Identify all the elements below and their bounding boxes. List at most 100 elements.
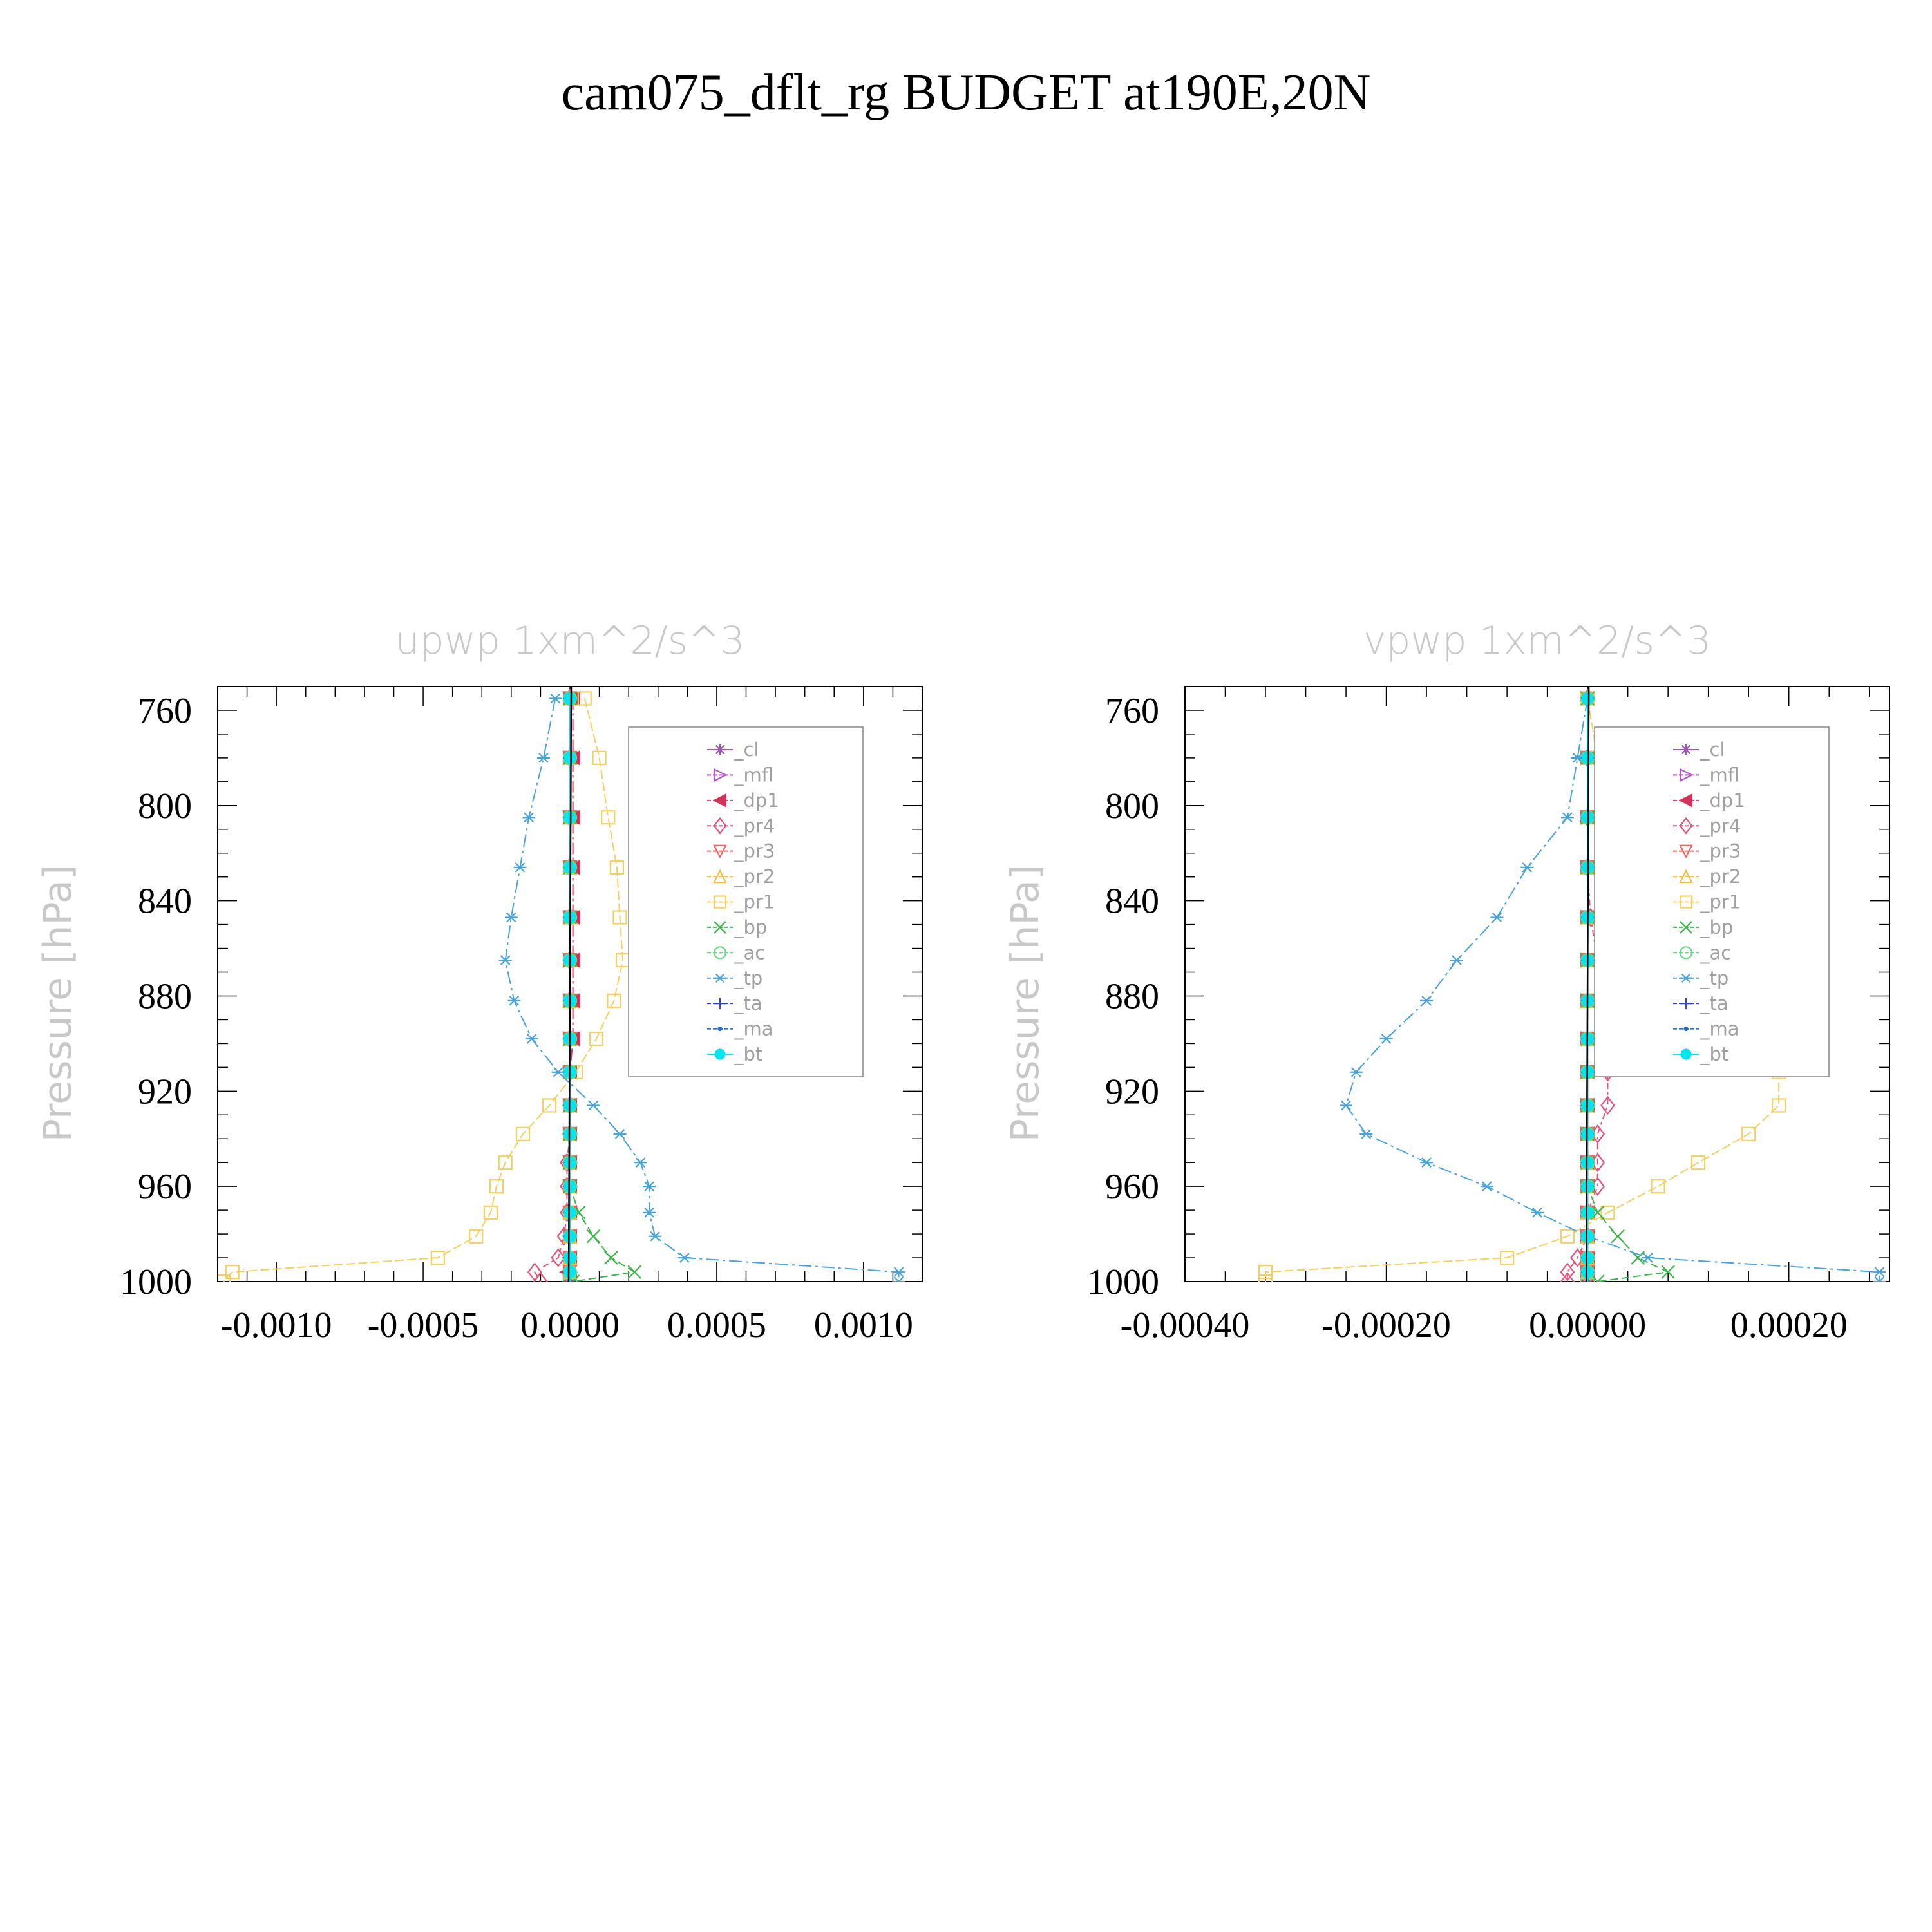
legend-marker [714,921,726,934]
legend-marker [1679,768,1694,782]
panel-title: upwp 1xm^2/s^3 [395,618,745,663]
legend-marker [1679,946,1693,960]
legend-label: _cl [1700,739,1725,761]
data-point [1258,1274,1273,1282]
legend-box [1594,726,1830,1077]
data-point [577,691,592,706]
legend-marker [713,817,727,835]
data-point [225,1265,240,1280]
legend: _cl _mfl _dp1 _pr4 _pr3 _pr2 _pr1 _bp _ac _tp _ta _… [628,726,864,1077]
y-tick-label: 960 [138,1167,192,1207]
legend-label: _pr1 [1700,891,1741,913]
y-tick-label: 960 [1105,1167,1159,1207]
legend-marker [1679,817,1693,835]
data-point [1581,1251,1594,1264]
y-tick-label: 760 [1105,691,1159,731]
y-tick-label: 800 [1105,786,1159,826]
data-point [1590,1274,1605,1282]
x-tick-label: 0.00000 [1529,1305,1646,1345]
series-line-tp [504,698,900,1282]
data-point [1581,1180,1594,1193]
data-point [677,1253,691,1263]
data-point [1873,1276,1886,1282]
legend-marker [1680,973,1692,983]
data-point [1379,1034,1393,1044]
data-point [613,1129,627,1139]
legend-label: _tp [1700,967,1728,989]
legend-marker [714,998,726,1010]
data-point [586,1229,601,1244]
data-point [1560,1229,1575,1244]
data-point [892,1276,905,1282]
legend-label: _ma [1700,1018,1739,1040]
panels: upwp 1xm^2/s^3 Pressure [hPa] 760 800 840 880… [35,618,1890,1345]
x-tick-label: -0.0010 [221,1305,332,1345]
legend-marker [1680,998,1692,1010]
data-point [513,862,527,873]
data-point [1651,1179,1665,1194]
data-point [564,1206,576,1219]
data-point [604,1251,618,1265]
data-point [564,1265,576,1278]
legend-marker [1680,921,1692,934]
data-point [1531,1208,1544,1218]
data-point [1450,955,1463,965]
figure-title: cam075_dflt_rg BUDGET at190E,20N [562,64,1371,121]
legend-label: _ta [1700,992,1728,1014]
x-tick-label: 0.00020 [1730,1305,1848,1345]
data-point [1581,752,1594,764]
data-point [1611,1229,1625,1244]
data-point [1490,912,1504,923]
legend-marker [713,869,727,884]
data-point [609,860,625,875]
data-point [1420,996,1434,1006]
data-point [1359,1129,1373,1139]
legend-label: _mfl [734,764,773,786]
data-point [1480,1181,1493,1191]
data-point [542,1098,557,1113]
data-point [522,812,536,823]
legend-marker [1680,744,1692,755]
y-tick-label: 760 [138,691,192,731]
y-tick-label: 880 [1105,976,1159,1016]
data-point [587,1100,600,1111]
data-point [612,910,627,925]
data-point [1581,1206,1594,1219]
legend-label: _cl [734,739,759,761]
data-point [507,996,521,1006]
legend-label: _ta [734,992,762,1014]
data-point [1420,1157,1434,1168]
legend-label: _pr4 [1700,815,1741,837]
x-tick-label: 0.0005 [667,1305,766,1345]
y-tick-label: 840 [138,882,192,922]
data-point [601,810,616,825]
legend-marker [1679,844,1693,859]
data-point [627,1265,642,1279]
legend-marker [714,1048,726,1060]
legend-label: _dp1 [734,790,779,811]
data-point [1349,1066,1363,1077]
y-tick-label: 920 [138,1072,192,1112]
data-point [1258,1265,1273,1280]
y-axis-label: Pressure [hPa] [35,865,80,1142]
y-tick-label: 840 [1105,882,1159,922]
data-point [643,1181,656,1191]
y-axis-label: Pressure [hPa] [1003,865,1048,1142]
y-tick-label: 880 [138,976,192,1016]
data-point [1560,1262,1575,1282]
data-point [1500,1250,1515,1265]
data-point [607,993,621,1008]
data-point [1340,1100,1353,1111]
data-point [533,1272,548,1282]
legend-marker [714,973,726,983]
x-tick-label: -0.00020 [1321,1305,1451,1345]
series-line-tp [1345,698,1880,1282]
x-tick-label: 0.0000 [520,1305,620,1345]
data-point [1520,862,1534,873]
data-point [498,955,512,965]
data-point [649,1231,662,1242]
zero-line [567,687,573,1282]
legend: _cl _mfl _dp1 _pr4 _pr3 _pr2 _pr1 _bp _ac _tp _ta _… [1594,726,1830,1077]
data-point [515,1126,531,1141]
data-point [498,1155,513,1170]
